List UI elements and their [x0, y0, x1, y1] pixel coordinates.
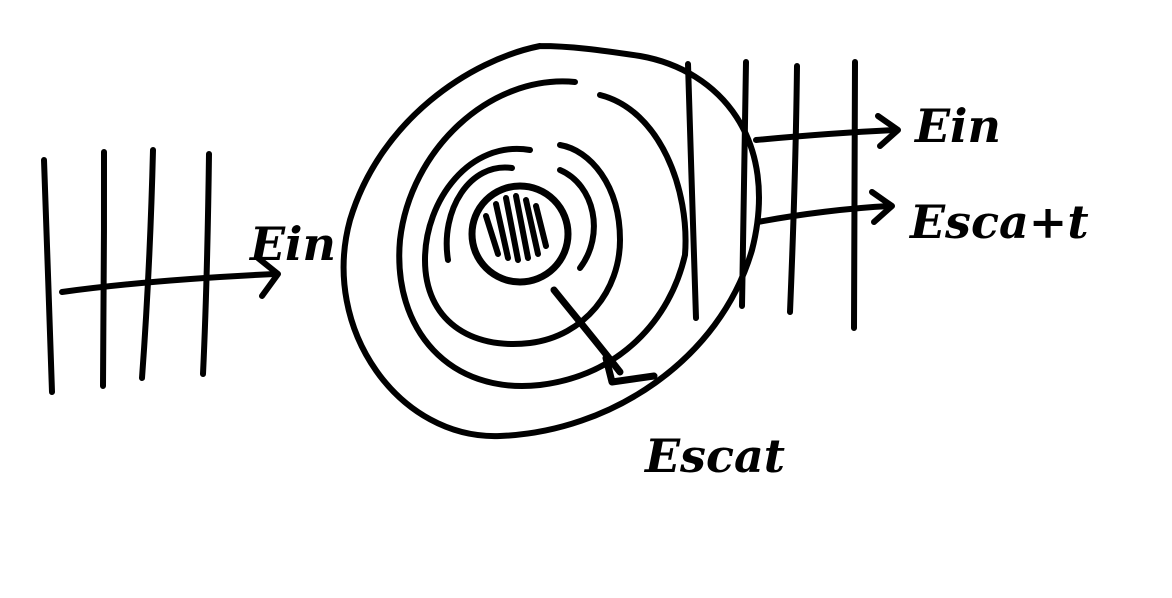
scattered-arrow-right: [755, 189, 895, 225]
scattered-arrow-head: [602, 354, 658, 386]
particle: [468, 182, 572, 286]
wavefront-line: [200, 151, 212, 377]
wavefront-line: [787, 63, 800, 315]
wavefront-line: [851, 59, 858, 331]
scattered-arrow-bottom: [550, 286, 658, 386]
outer-ellipse: [340, 43, 762, 440]
incident-arrow-shaft: [753, 127, 899, 143]
wavefront-line: [100, 149, 107, 389]
wave-ring-1b: [557, 167, 597, 271]
incident-wavefronts-left: [41, 147, 212, 395]
scattered-arrow-head: [869, 189, 895, 225]
incident-arrow-head: [255, 255, 281, 299]
wave-ring-2: [422, 142, 623, 347]
label-ein-left: Ein: [248, 217, 336, 271]
incident-arrow-right: [753, 113, 901, 149]
label-escat-bottom: Escat: [643, 429, 785, 483]
wavefront-line: [685, 61, 699, 321]
incident-arrow-head: [875, 113, 901, 149]
scatterer: [340, 43, 762, 440]
wavefront-line: [41, 157, 55, 395]
label-escatt-right: Esca+t: [908, 195, 1089, 249]
label-ein-right: Ein: [913, 99, 1001, 153]
wave-ring-1: [443, 164, 515, 263]
particle-hatching: [483, 193, 549, 263]
wavefront-line: [139, 147, 156, 381]
incident-wavefronts-right: [685, 59, 858, 331]
particle-outline: [468, 182, 572, 286]
wave-ring-3: [396, 78, 689, 389]
scattered-arrow-shaft: [550, 286, 624, 376]
wavefront-line: [739, 59, 749, 309]
incident-arrow-shaft: [59, 271, 278, 295]
scattered-arrow-shaft: [755, 203, 893, 225]
incident-arrow-left: [59, 255, 281, 299]
